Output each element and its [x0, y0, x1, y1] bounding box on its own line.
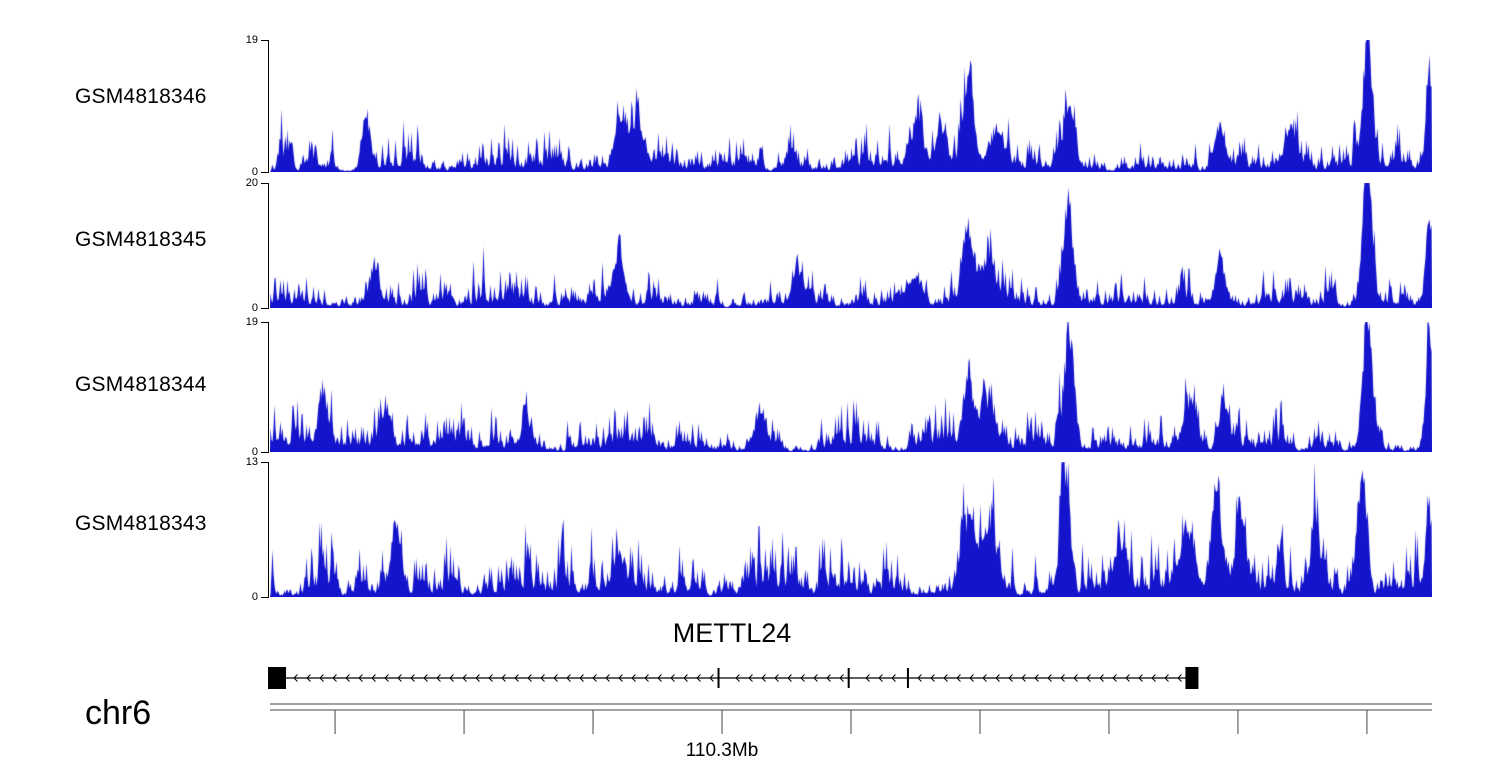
y-axis-max-label: 20 — [245, 177, 258, 189]
gene-model — [268, 667, 1199, 689]
y-axis-tick-max — [261, 183, 269, 184]
y-axis-line — [268, 40, 269, 173]
track-label: GSM4818343 — [75, 512, 207, 535]
position-label: 110.3Mb — [685, 740, 759, 761]
y-axis-line — [268, 322, 269, 453]
y-axis-tick-max — [261, 322, 269, 323]
y-axis-min-label: 0 — [251, 166, 258, 178]
y-axis-tick-min — [261, 308, 269, 309]
y-axis-tick-min — [261, 172, 269, 173]
y-axis-min-label: 0 — [251, 302, 258, 314]
coverage-signal-canvas — [270, 40, 1432, 172]
y-axis-max-label: 19 — [245, 34, 258, 46]
y-axis-min-label: 0 — [251, 591, 258, 603]
y-axis-max-label: 19 — [245, 316, 258, 328]
y-axis-line — [268, 462, 269, 598]
gene-name-label: METTL24 — [672, 618, 792, 648]
y-axis-tick-max — [261, 40, 269, 41]
coverage-signal-canvas — [270, 322, 1432, 452]
coverage-signal-canvas — [270, 183, 1432, 308]
track-label: GSM4818346 — [75, 85, 207, 108]
track-label: GSM4818344 — [75, 373, 207, 396]
track-label: GSM4818345 — [75, 228, 207, 251]
y-axis-max-label: 13 — [245, 456, 258, 468]
chromosome-label: chr6 — [85, 694, 152, 732]
y-axis-tick-min — [261, 597, 269, 598]
y-axis-tick-min — [261, 452, 269, 453]
coverage-signal-canvas — [270, 462, 1432, 597]
y-axis-line — [268, 183, 269, 309]
ruler-axis — [270, 703, 1432, 734]
y-axis-tick-max — [261, 462, 269, 463]
y-axis-min-label: 0 — [251, 446, 258, 458]
